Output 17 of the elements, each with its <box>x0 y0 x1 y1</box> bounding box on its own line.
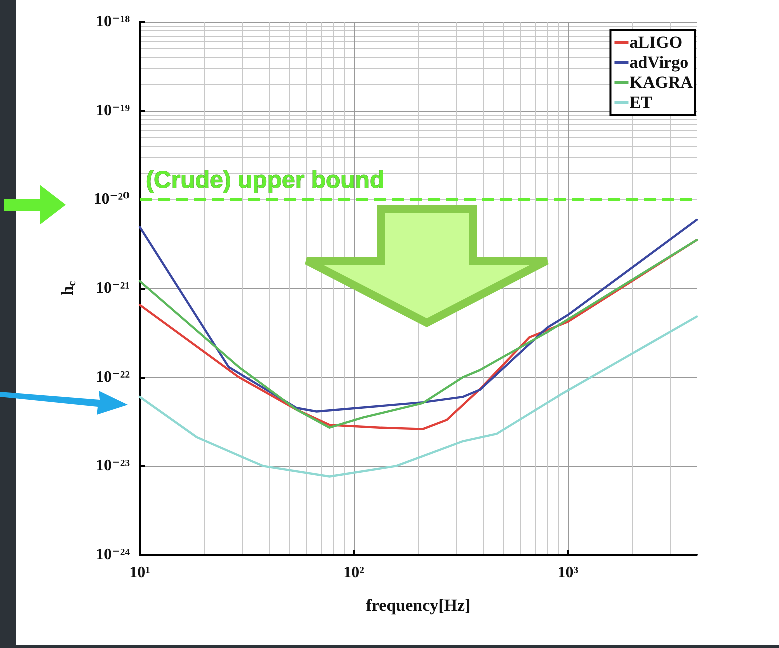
y-tick-label: 10⁻²⁴ <box>96 546 130 564</box>
legend-label: ET <box>630 93 654 112</box>
y-tick-label: 10⁻¹⁹ <box>96 102 130 120</box>
x-tick-label: 10² <box>344 564 365 582</box>
legend-label: aLIGO <box>630 33 683 52</box>
y-axis-title: hc <box>58 281 78 296</box>
x-tick-label: 10¹ <box>130 564 151 582</box>
x-axis-title: frequency[Hz] <box>366 596 471 615</box>
y-tick-label: 10⁻²⁰ <box>94 191 130 208</box>
y-tick-label: 10⁻²³ <box>96 458 130 475</box>
legend-label: adVirgo <box>630 53 689 72</box>
x-tick-label: 10³ <box>558 564 579 582</box>
y-tick-label: 10⁻²¹ <box>96 280 130 297</box>
legend-label: KAGRA <box>630 73 694 92</box>
y-tick-label: 10⁻²² <box>96 368 130 386</box>
ref-line-label: (Crude) upper bound <box>146 167 385 194</box>
y-tick-label: 10⁻¹⁸ <box>96 14 130 30</box>
